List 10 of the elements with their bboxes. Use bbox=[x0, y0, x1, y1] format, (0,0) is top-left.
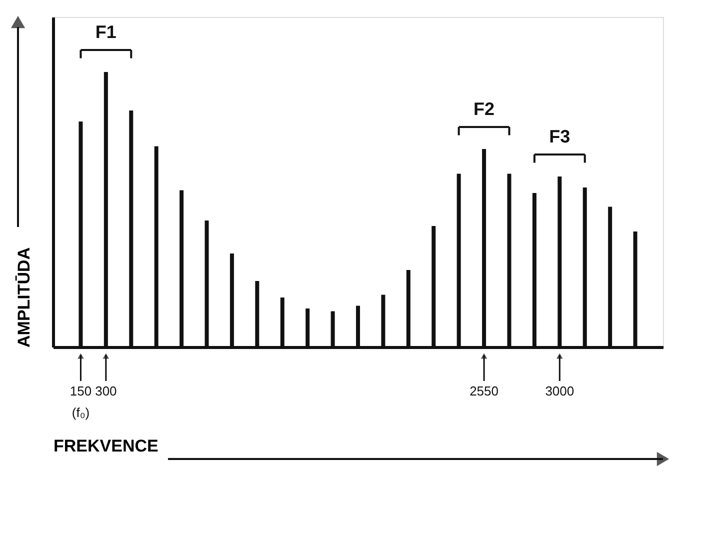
y-axis-title: AMPLITŪDA bbox=[14, 247, 34, 348]
x-axis-title: FREKVENCE bbox=[54, 436, 158, 456]
x-tick-label: 300 bbox=[95, 384, 117, 398]
text: F1 bbox=[95, 22, 116, 42]
annotation: F2 bbox=[474, 98, 495, 119]
x-tick-label: 150 bbox=[70, 384, 92, 398]
annotation: F3 bbox=[549, 126, 570, 146]
x-tick-label: 3000 bbox=[545, 384, 574, 398]
x-tick-label: 2550 bbox=[470, 384, 498, 398]
text: (f₀) bbox=[72, 405, 90, 420]
